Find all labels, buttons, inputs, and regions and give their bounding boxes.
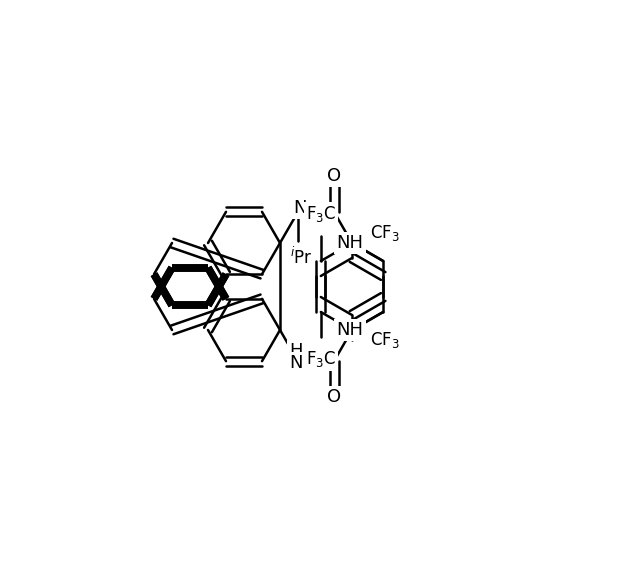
Text: NH: NH xyxy=(337,321,364,339)
Text: CF$_3$: CF$_3$ xyxy=(370,330,400,350)
Text: CF$_3$: CF$_3$ xyxy=(370,223,400,243)
Text: NH: NH xyxy=(337,234,364,252)
Text: $^{i}$Pr: $^{i}$Pr xyxy=(290,247,313,268)
Text: O: O xyxy=(327,167,341,185)
Text: F$_3$C: F$_3$C xyxy=(306,349,336,369)
Text: H: H xyxy=(289,342,303,360)
Text: N: N xyxy=(293,199,307,217)
Text: O: O xyxy=(327,388,341,406)
Text: N: N xyxy=(289,354,303,372)
Text: F$_3$C: F$_3$C xyxy=(306,204,336,224)
